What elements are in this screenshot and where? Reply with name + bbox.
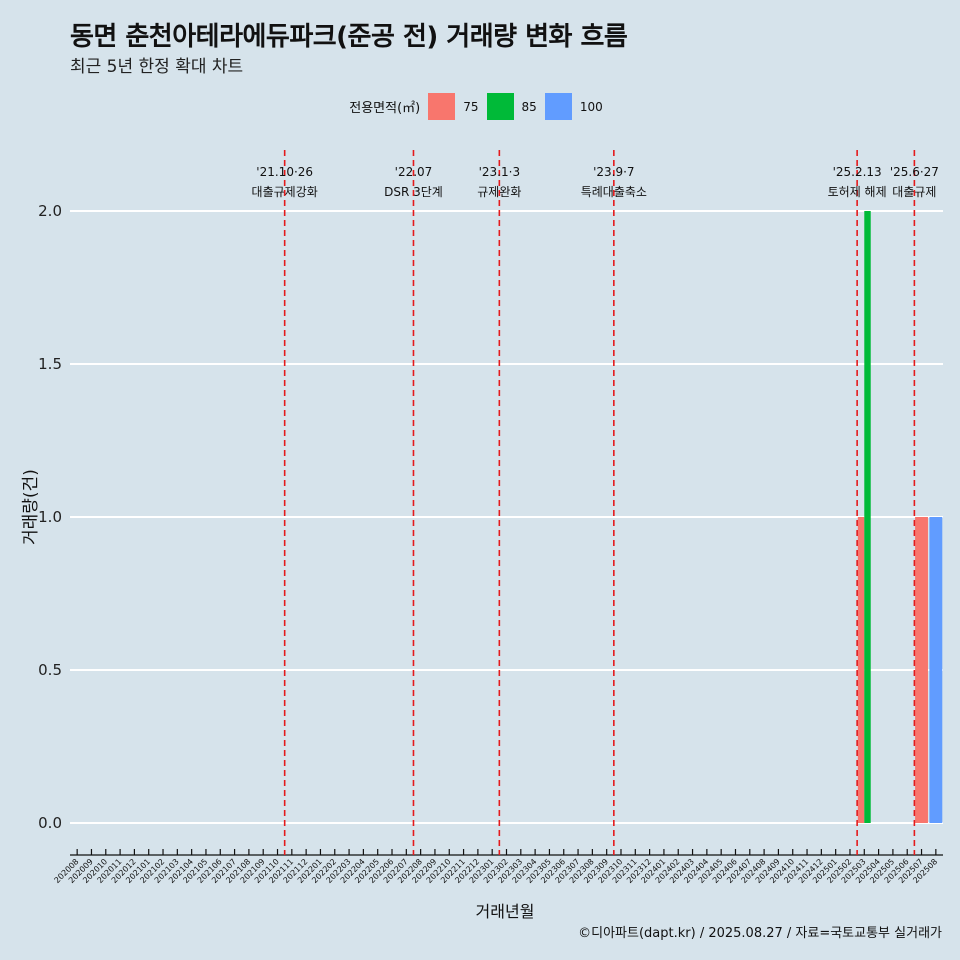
event-label-1: DSR 3단계	[384, 185, 443, 199]
event-label-2: 규제완화	[477, 185, 521, 199]
event-date-5: '25.6·27	[890, 165, 939, 179]
legend-swatch-85	[486, 93, 514, 120]
bar-85-202503	[864, 211, 871, 823]
legend-swatch-75	[428, 93, 456, 120]
legend-item-75: 75	[428, 93, 479, 120]
legend-swatch-100	[544, 93, 572, 120]
y-tick-label-0: 0.0	[38, 814, 62, 832]
y-tick-label-4: 2.0	[38, 202, 62, 220]
bar-100-202508	[929, 517, 943, 823]
chart-subtitle: 최근 5년 한정 확대 차트	[70, 57, 244, 77]
chart-title: 동면 춘천아테라에듀파크(준공 전) 거래량 변화 흐름	[70, 22, 628, 52]
y-tick-label-2: 1.0	[38, 508, 62, 526]
y-axis-label-wrap: 거래량(건)	[16, 469, 41, 565]
event-date-3: '23.9·7	[593, 165, 634, 179]
legend-item-100: 100	[544, 93, 603, 120]
event-label-4: 토허제 해제	[828, 185, 887, 199]
legend-label-85: 85	[521, 99, 537, 114]
source-caption: ©디아파트(dapt.kr) / 2025.08.27 / 자료=국토교통부 실…	[578, 926, 942, 941]
x-axis-label: 거래년월	[475, 902, 535, 921]
legend-label-75: 75	[463, 99, 479, 114]
legend-title: 전용면적(㎡)	[349, 101, 421, 116]
y-tick-label-3: 1.5	[38, 355, 62, 373]
bar-75-202503	[857, 517, 865, 823]
legend: 전용면적(㎡) 75 85 100	[0, 93, 960, 120]
event-date-4: '25.2.13	[833, 165, 882, 179]
event-date-2: '23.1·3	[479, 165, 520, 179]
event-date-0: '21.10·26	[256, 165, 313, 179]
y-axis-label: 거래량(건)	[21, 469, 41, 545]
event-label-0: 대출규제강화	[252, 185, 318, 199]
event-date-1: '22.07	[395, 165, 433, 179]
bar-75-202507	[915, 517, 928, 823]
y-tick-label-1: 0.5	[38, 661, 62, 679]
legend-label-100: 100	[579, 99, 603, 114]
legend-item-85: 85	[486, 93, 537, 120]
event-label-3: 특례대출축소	[581, 185, 647, 199]
event-label-5: 대출규제	[892, 185, 936, 199]
